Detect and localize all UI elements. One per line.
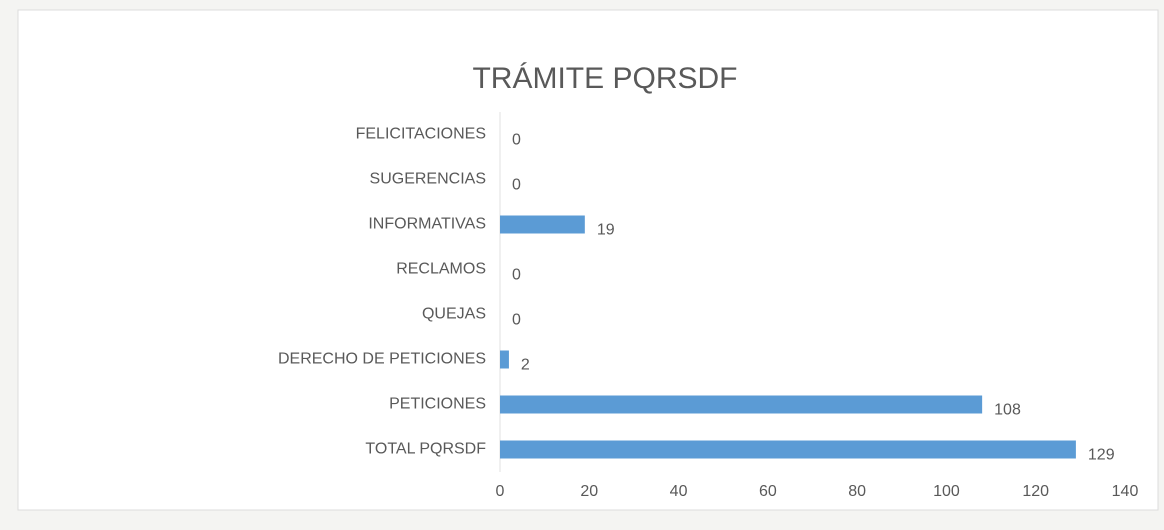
bar (500, 395, 983, 414)
x-tick-label: 60 (759, 483, 777, 500)
y-tick-label: QUEJAS (422, 306, 486, 323)
chart-title: TRÁMITE PQRSDF (472, 62, 737, 95)
chart-background (17, 9, 1159, 511)
data-label: 129 (1088, 447, 1115, 464)
y-tick-label: DERECHO DE PETICIONES (278, 351, 486, 368)
y-tick-label: TOTAL PQRSDF (365, 441, 486, 458)
data-label: 0 (512, 267, 521, 284)
data-label: 108 (994, 402, 1021, 419)
data-label: 2 (521, 357, 530, 374)
x-tick-label: 40 (670, 483, 688, 500)
x-tick-label: 140 (1112, 483, 1139, 500)
x-tick-label: 80 (848, 483, 866, 500)
data-label: 19 (597, 222, 615, 239)
data-label: 0 (512, 132, 521, 149)
y-tick-label: PETICIONES (389, 396, 486, 413)
x-tick-label: 20 (580, 483, 598, 500)
x-tick-label: 120 (1022, 483, 1049, 500)
y-tick-label: SUGERENCIAS (370, 171, 486, 188)
x-tick-label: 0 (496, 483, 505, 500)
data-label: 0 (512, 312, 521, 329)
bar (500, 215, 585, 234)
y-tick-label: RECLAMOS (396, 261, 486, 278)
bar (500, 440, 1076, 459)
x-tick-label: 100 (933, 483, 960, 500)
bar (500, 350, 509, 369)
data-label: 0 (512, 177, 521, 194)
y-tick-label: INFORMATIVAS (368, 216, 486, 233)
y-tick-label: FELICITACIONES (356, 126, 486, 143)
